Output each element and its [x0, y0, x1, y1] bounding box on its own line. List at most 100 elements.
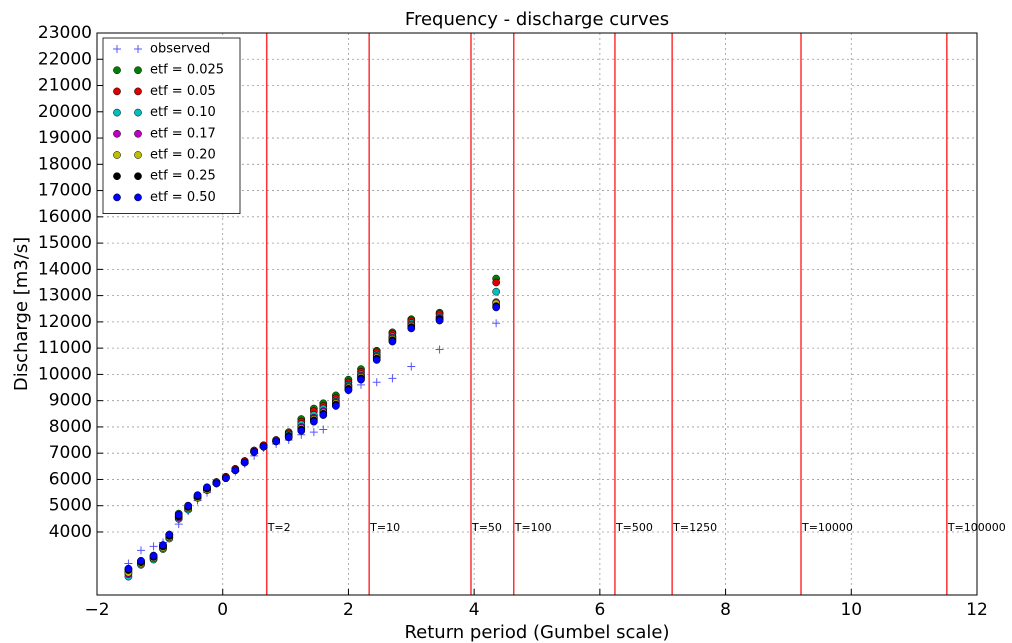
point: [492, 278, 500, 287]
legend-marker: [134, 108, 142, 117]
y-axis-label: Discharge [m3/s]: [11, 237, 32, 391]
legend-label: etf = 0.25: [150, 169, 216, 184]
legend-marker: [134, 129, 142, 138]
y-tick-label: 14000: [38, 259, 92, 279]
reference-label: T=100: [514, 521, 552, 534]
y-tick-label: 17000: [38, 181, 92, 201]
reference-label: T=100000: [947, 521, 1006, 534]
x-tick-label: 8: [720, 600, 731, 620]
point: [149, 551, 158, 560]
point: [137, 546, 145, 555]
point: [272, 437, 280, 446]
y-tick-label: 9000: [49, 391, 92, 411]
legend-marker: [113, 87, 121, 96]
point: [372, 378, 381, 387]
point: [212, 479, 221, 488]
y-tick-label: 10000: [38, 364, 92, 384]
legend-box: [102, 37, 241, 215]
point: [231, 466, 240, 475]
point: [435, 345, 444, 354]
legend-marker: [113, 66, 121, 75]
x-tick-label: 0: [217, 600, 228, 620]
legend-label: etf = 0.025: [150, 63, 224, 78]
reference-label: T=10000: [801, 521, 853, 534]
y-tick-label: 16000: [38, 207, 92, 227]
point: [388, 374, 397, 383]
point: [435, 316, 444, 325]
legend-marker: [113, 172, 121, 181]
point: [492, 287, 500, 296]
legend-label: observed: [150, 42, 210, 57]
point: [193, 491, 202, 500]
y-tick-label: 15000: [38, 233, 92, 253]
point: [165, 530, 174, 539]
legend-marker: [134, 172, 142, 181]
point: [240, 458, 249, 467]
y-tick-label: 5000: [49, 496, 92, 516]
point: [332, 402, 340, 410]
y-tick-label: 21000: [38, 76, 92, 96]
legend-label: etf = 0.05: [150, 84, 216, 99]
legend-marker: [113, 129, 121, 138]
x-tick-label: −2: [84, 600, 109, 620]
point: [203, 483, 211, 492]
point: [159, 541, 167, 549]
point: [372, 356, 381, 364]
y-tick-label: 7000: [49, 443, 92, 463]
point: [137, 557, 145, 565]
point: [250, 448, 258, 456]
point: [259, 442, 268, 451]
point: [319, 411, 328, 419]
point: [407, 324, 416, 333]
legend-label: etf = 0.20: [150, 148, 216, 163]
y-tick-label: 11000: [38, 338, 92, 358]
point: [492, 303, 500, 312]
x-tick-label: 6: [594, 600, 605, 620]
point: [344, 386, 353, 395]
point: [388, 337, 397, 346]
x-tick-label: 2: [343, 600, 354, 620]
legend-label: etf = 0.50: [150, 190, 216, 205]
y-tick-label: 22000: [38, 49, 92, 69]
y-tick-label: 18000: [38, 154, 92, 174]
legend-marker: [134, 151, 142, 159]
point: [184, 501, 192, 510]
y-tick-label: 13000: [38, 286, 92, 306]
legend-marker: [113, 108, 121, 117]
point: [407, 362, 416, 371]
y-tick-label: 19000: [38, 128, 92, 148]
reference-label: T=1250: [672, 521, 717, 534]
point: [492, 319, 501, 328]
y-tick-label: 12000: [38, 312, 92, 332]
point: [284, 433, 293, 442]
legend-marker: [113, 45, 121, 53]
legend-label: etf = 0.10: [150, 105, 216, 120]
x-tick-label: 12: [966, 600, 988, 620]
legend-marker: [134, 193, 142, 202]
reference-label: T=500: [615, 521, 653, 534]
legend-marker: [113, 193, 121, 202]
point: [319, 425, 328, 434]
x-axis-label: Return period (Gumbel scale): [404, 622, 669, 643]
point: [174, 511, 183, 519]
legend-marker: [113, 151, 121, 159]
y-tick-label: 20000: [38, 102, 92, 122]
x-tick-label: 4: [469, 600, 480, 620]
point: [297, 427, 306, 435]
legend-marker: [134, 45, 142, 53]
y-tick-label: 23000: [38, 23, 92, 43]
point: [222, 474, 230, 482]
legend-label: etf = 0.17: [150, 126, 216, 141]
x-tick-label: 10: [840, 600, 862, 620]
reference-label: T=50: [471, 521, 502, 534]
chart-title: Frequency - discharge curves: [405, 9, 669, 30]
point: [310, 417, 318, 426]
legend-marker: [134, 87, 142, 96]
point: [357, 375, 365, 384]
point: [149, 542, 158, 551]
point: [124, 564, 133, 573]
y-tick-label: 6000: [49, 469, 92, 489]
reference-label: T=2: [267, 521, 291, 534]
plot-frame: [96, 32, 978, 596]
